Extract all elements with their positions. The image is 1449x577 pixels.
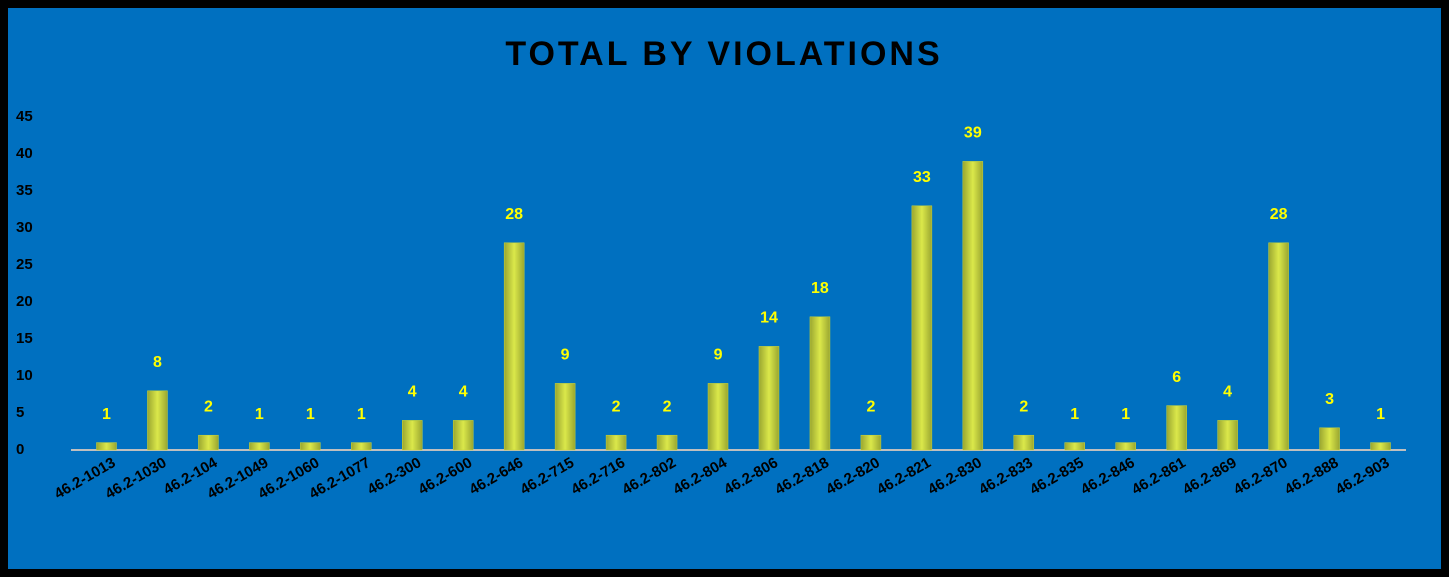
bar [758,346,780,451]
bar [402,420,423,451]
data-label: 28 [505,206,523,223]
bar [860,434,882,451]
data-label: 6 [1172,369,1181,386]
bar [809,316,831,451]
bar [1013,434,1035,451]
bar [147,390,168,451]
bar [452,420,474,451]
bar [962,161,984,451]
bar [503,242,525,451]
data-label: 1 [255,406,264,423]
data-label: 2 [1019,398,1028,415]
bar [1370,442,1391,451]
data-label: 2 [204,398,213,415]
y-tick-label: 30 [16,219,33,236]
y-tick-label: 35 [16,182,33,199]
data-label: 1 [1070,406,1079,423]
data-label: 1 [1376,406,1385,423]
data-label: 1 [306,406,315,423]
y-tick-label: 45 [16,108,33,125]
y-tick-label: 20 [16,293,33,310]
bar [911,205,933,451]
data-label: 2 [663,398,672,415]
y-tick-label: 10 [16,367,33,384]
data-label: 33 [913,169,931,186]
data-label: 2 [612,398,621,415]
bar [1217,420,1238,451]
data-label: 39 [964,125,982,142]
data-label: 3 [1325,391,1334,408]
y-tick-label: 0 [16,441,24,458]
data-label: 18 [811,280,829,297]
data-label: 4 [408,384,417,401]
data-label: 9 [561,347,570,364]
data-label: 1 [357,406,366,423]
bar [1319,427,1340,451]
data-label: 4 [459,384,468,401]
bar [707,383,729,451]
bar [1268,242,1289,451]
bar [1115,442,1136,451]
data-label: 4 [1223,384,1232,401]
data-label: 8 [153,354,162,371]
data-label: 1 [102,406,111,423]
bar [96,442,117,451]
bar [554,383,576,451]
bar [656,434,678,451]
data-label: 14 [760,310,778,327]
bar [1166,405,1187,451]
data-label: 28 [1270,206,1288,223]
bar [605,434,627,451]
data-label: 1 [1121,406,1130,423]
y-tick-label: 40 [16,145,33,162]
chart-title: TOTAL BY VIOLATIONS [505,35,942,73]
bar [1064,442,1085,451]
y-tick-label: 25 [16,256,33,273]
chart-background [8,8,1441,569]
y-tick-label: 15 [16,330,33,347]
bar [300,442,321,451]
data-label: 9 [714,347,723,364]
bar [198,434,219,451]
bar [351,442,372,451]
y-tick-label: 5 [16,404,24,421]
data-label: 2 [866,398,875,415]
bar [249,442,270,451]
